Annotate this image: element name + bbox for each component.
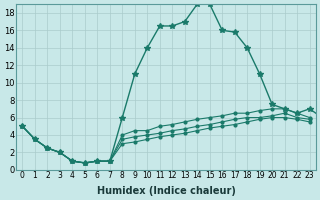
X-axis label: Humidex (Indice chaleur): Humidex (Indice chaleur) xyxy=(97,186,236,196)
